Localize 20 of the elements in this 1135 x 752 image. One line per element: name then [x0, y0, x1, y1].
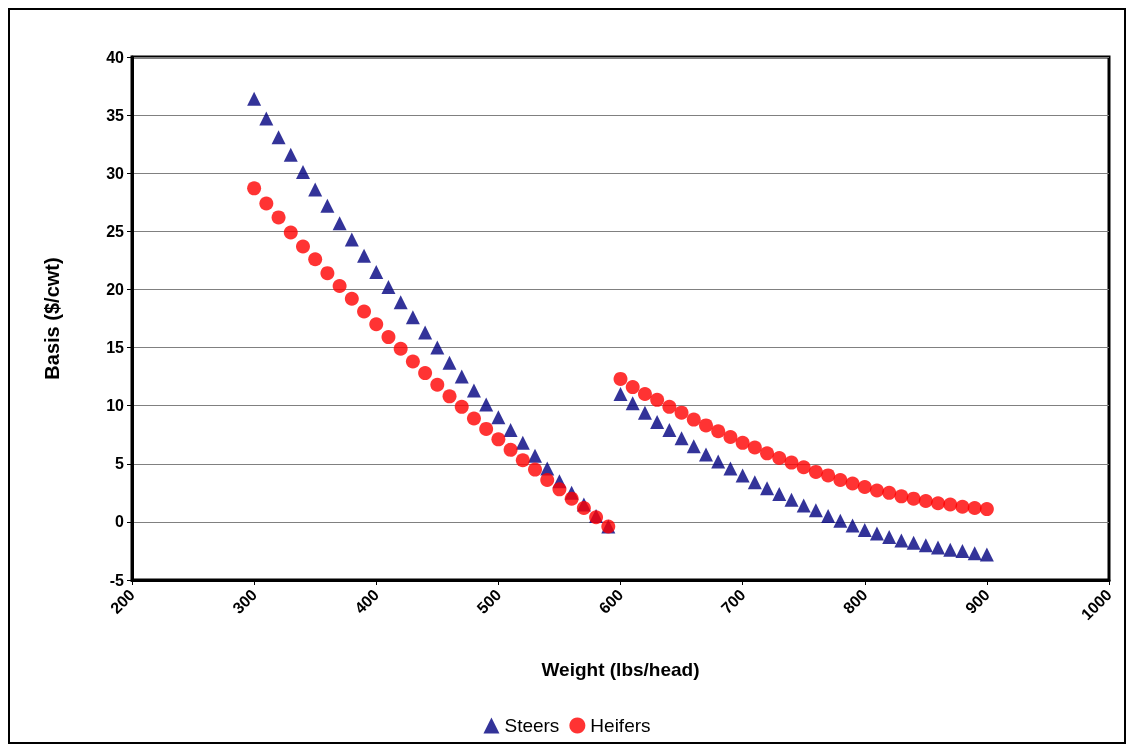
y-tick-label: 10 [106, 397, 125, 415]
x-tick-label: 300 [229, 585, 261, 617]
y-tick-label: 5 [115, 455, 125, 473]
y-tick-label: 15 [106, 339, 125, 357]
y-tick-label: 35 [106, 106, 125, 124]
legend-label: Heifers [590, 715, 651, 736]
y-tick-label: 30 [106, 164, 125, 182]
x-tick-label: 800 [839, 585, 871, 617]
y-axis-title: Basis ($/cwt) [41, 257, 63, 380]
y-tick-label: 20 [106, 280, 125, 298]
x-tick-label: 500 [473, 585, 505, 617]
x-axis-title: Weight (lbs/head) [541, 659, 700, 680]
y-tick-label: 25 [106, 222, 125, 240]
x-tick-label: 400 [351, 585, 383, 617]
legend-label: Steers [504, 715, 560, 736]
x-tick-label: 900 [962, 585, 993, 617]
x-tick-label: 700 [717, 585, 749, 617]
y-tick-label: 40 [106, 48, 125, 66]
y-tick-label: 0 [115, 513, 125, 531]
x-tick-label: 600 [595, 585, 627, 617]
